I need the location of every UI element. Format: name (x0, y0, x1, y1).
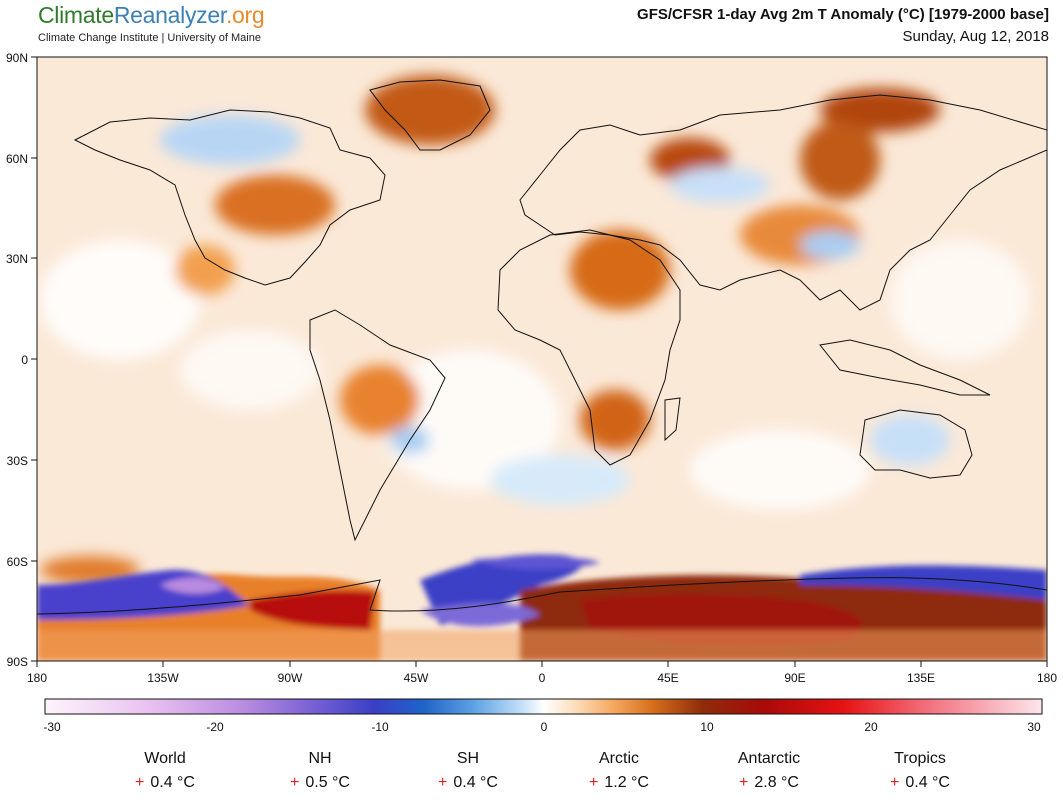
stat-antarctic: Antarctic +2.8 °C (699, 750, 839, 792)
lat-label: 90S (7, 655, 28, 669)
stat-value: 0.4 °C (150, 774, 195, 791)
colorbar-tick-label: 30 (1027, 720, 1041, 734)
lat-ticks (31, 56, 37, 662)
lon-label: 135W (147, 671, 179, 685)
colorbar-tick-label: 10 (700, 720, 714, 734)
lon-label: 45W (404, 671, 429, 685)
plus-sign-icon: + (290, 774, 300, 791)
logo-subtitle: Climate Change Institute | University of… (38, 32, 261, 44)
lat-label: 30N (6, 252, 28, 266)
lon-ticks (36, 661, 1048, 667)
header: ClimateReanalyzer.org Climate Change Ins… (0, 0, 1063, 52)
stat-value-row: +0.4 °C (398, 774, 538, 792)
lat-label: 0 (21, 353, 28, 367)
lon-labels: 180 135W 90W 45W 0 45E 90E 135E 180 (27, 671, 1057, 685)
lon-label: 45E (657, 671, 678, 685)
plus-sign-icon: + (135, 774, 145, 791)
stat-arctic: Arctic +1.2 °C (549, 750, 689, 792)
colorbar-tick-label: -10 (371, 720, 389, 734)
lon-label: 180 (27, 671, 47, 685)
plus-sign-icon: + (589, 774, 599, 791)
stat-world: World +0.4 °C (95, 750, 235, 792)
lon-label: 90E (784, 671, 805, 685)
stat-tropics: Tropics +0.4 °C (850, 750, 990, 792)
anomaly-map: 90N 60N 30N 0 30S 60S 90S 180 135W 90W 4… (6, 51, 1057, 685)
coastlines (37, 79, 1047, 615)
colorbar-tick-label: 20 (864, 720, 878, 734)
lat-labels: 90N 60N 30N 0 30S 60S 90S (6, 51, 28, 669)
stat-value: 0.4 °C (453, 774, 498, 791)
stat-value: 0.4 °C (905, 774, 950, 791)
region-stats: World +0.4 °C NH +0.5 °C SH +0.4 °C Arct… (0, 750, 1063, 800)
logo-text-climate: Climate (38, 2, 114, 28)
colorbar-gradient (44, 698, 1043, 715)
lon-label: 0 (539, 671, 546, 685)
lat-label: 60N (6, 152, 28, 166)
stat-value: 1.2 °C (604, 774, 649, 791)
stat-value-row: +0.5 °C (250, 774, 390, 792)
map-title: GFS/CFSR 1-day Avg 2m T Anomaly (°C) [19… (637, 6, 1049, 23)
plus-sign-icon: + (739, 774, 749, 791)
plus-sign-icon: + (890, 774, 900, 791)
stat-value-row: +0.4 °C (95, 774, 235, 792)
stat-value-row: +1.2 °C (549, 774, 689, 792)
stat-value: 0.5 °C (305, 774, 350, 791)
colorbar-tick-label: 0 (541, 720, 548, 734)
logo-text-org: .org (225, 2, 265, 28)
lat-label: 30S (7, 454, 28, 468)
plus-sign-icon: + (438, 774, 448, 791)
lon-label: 135E (907, 671, 935, 685)
stat-value-row: +2.8 °C (699, 774, 839, 792)
lat-label: 90N (6, 51, 28, 65)
map-date: Sunday, Aug 12, 2018 (902, 28, 1049, 45)
stat-sh: SH +0.4 °C (398, 750, 538, 792)
site-logo[interactable]: ClimateReanalyzer.org (38, 2, 265, 29)
colorbar: -30 -20 -10 0 10 20 30 (43, 698, 1043, 734)
stat-value-row: +0.4 °C (850, 774, 990, 792)
stat-name: NH (308, 750, 332, 767)
stat-name: Arctic (599, 750, 639, 767)
stat-nh: NH +0.5 °C (250, 750, 390, 792)
logo-text-reanalyzer: Reanalyzer (113, 2, 226, 28)
colorbar-tick-label: -20 (206, 720, 224, 734)
colorbar-tick-label: -30 (43, 720, 61, 734)
stat-value: 2.8 °C (754, 774, 799, 791)
colorbar-ticks: -30 -20 -10 0 10 20 30 (43, 720, 1041, 734)
stat-name: Tropics (894, 750, 946, 767)
lon-label: 180 (1037, 671, 1057, 685)
stat-name: SH (456, 750, 480, 767)
lon-label: 90W (278, 671, 303, 685)
stat-name: Antarctic (737, 750, 801, 767)
anomaly-field (37, 57, 1047, 661)
lat-label: 60S (7, 555, 28, 569)
stat-name: World (144, 750, 186, 767)
